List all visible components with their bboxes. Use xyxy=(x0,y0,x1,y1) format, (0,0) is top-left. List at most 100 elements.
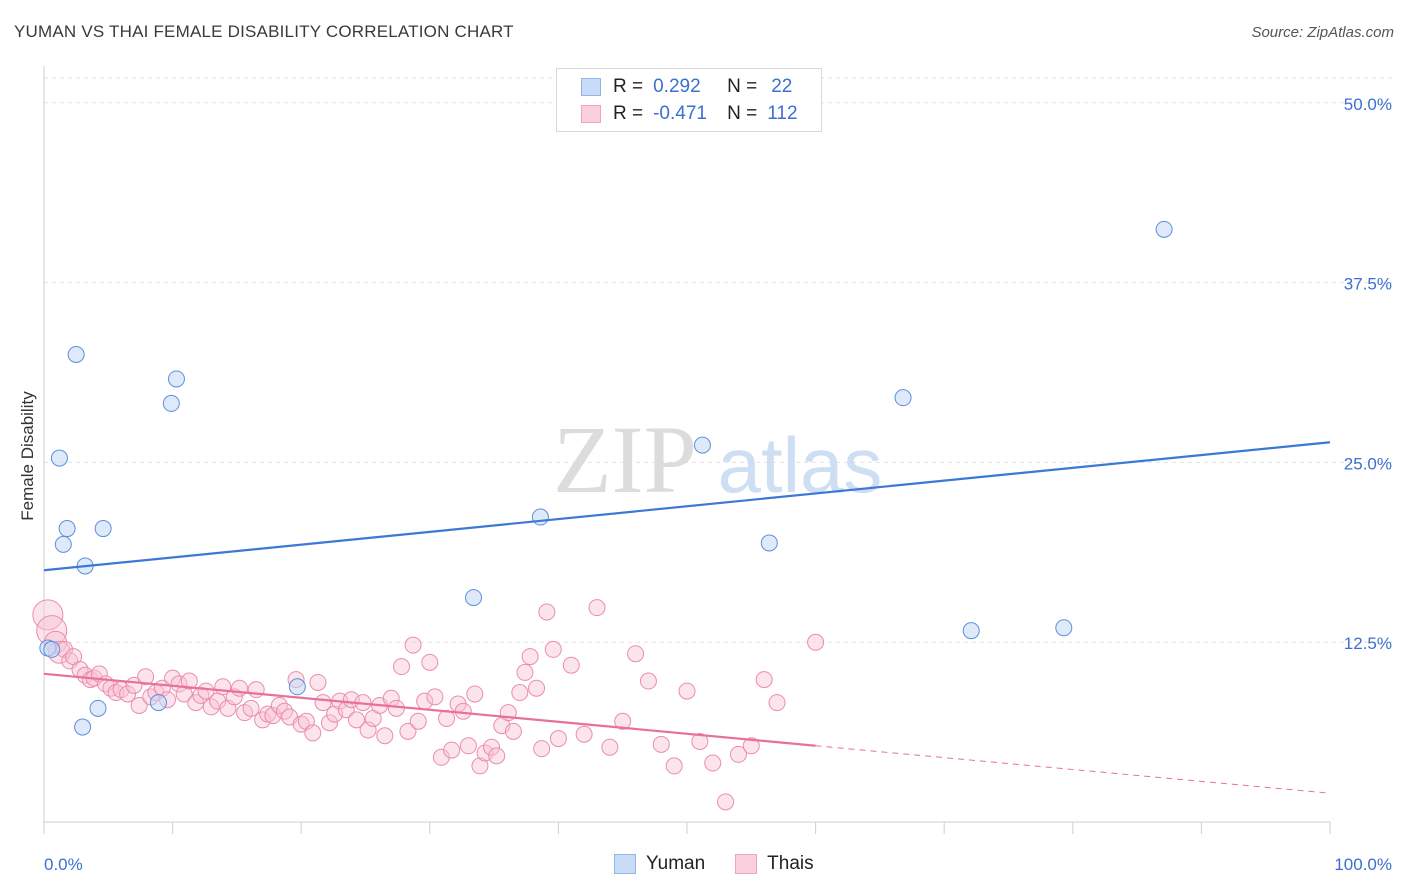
thais-point xyxy=(409,712,427,730)
trend-line-thais xyxy=(815,745,1331,794)
trend-lines xyxy=(43,441,1331,794)
thais-point xyxy=(652,735,670,753)
r-label: R = xyxy=(613,76,644,97)
yuman-point xyxy=(1055,619,1073,637)
thais-point xyxy=(678,682,696,700)
trend-line-thais xyxy=(43,672,816,747)
legend-label-thais: Thais xyxy=(767,853,814,874)
thais-point xyxy=(575,725,593,743)
thais-point xyxy=(562,656,580,674)
thais-point xyxy=(742,737,760,755)
thais-point xyxy=(230,679,248,697)
yuman-point xyxy=(54,535,72,553)
thais-point xyxy=(549,730,567,748)
thais-point xyxy=(483,738,501,756)
yuman-point xyxy=(58,520,76,538)
thais-point xyxy=(504,722,522,740)
thais-point xyxy=(376,727,394,745)
thais-point xyxy=(304,724,322,742)
thais-point xyxy=(471,757,489,775)
yuman-point xyxy=(50,449,68,467)
thais-point xyxy=(755,671,773,689)
thais-point xyxy=(639,672,657,690)
thais-point xyxy=(247,681,265,699)
x-tick-label-min: 0.0% xyxy=(44,855,83,874)
yuman-point xyxy=(693,436,711,454)
yuman-point xyxy=(67,346,85,363)
yuman-point xyxy=(760,534,778,552)
thais-point xyxy=(443,741,461,759)
series-legend: Yuman Thais xyxy=(614,852,844,876)
thais-point xyxy=(717,793,735,811)
legend-row-yuman: R = 0.292 N = 22 xyxy=(581,75,792,99)
thais-point xyxy=(130,696,148,714)
yuman-point xyxy=(531,508,549,526)
thais-point xyxy=(202,698,220,716)
y-tick-label: 25.0% xyxy=(1344,454,1392,473)
thais-point xyxy=(516,663,534,681)
r-value-yuman: 0.292 xyxy=(653,76,701,97)
yuman-point xyxy=(89,699,107,717)
thais-point xyxy=(309,673,327,691)
n-label: N = xyxy=(727,103,758,124)
thais-point xyxy=(32,599,64,631)
thais-point xyxy=(528,679,546,697)
thais-point xyxy=(387,699,405,717)
thais-point xyxy=(242,699,260,717)
thais-point xyxy=(538,603,556,621)
thais-point xyxy=(119,685,137,703)
thais-point xyxy=(544,640,562,658)
yuman-point xyxy=(465,589,483,607)
thais-point xyxy=(601,738,619,756)
thais-point xyxy=(292,715,310,733)
source-label: Source: ZipAtlas.com xyxy=(1251,24,1394,41)
legend-swatch-thais xyxy=(735,854,758,874)
thais-point xyxy=(426,688,444,706)
yuman-point xyxy=(288,678,306,696)
grid-lines xyxy=(44,77,1392,643)
legend-item-thais: Thais xyxy=(735,853,814,875)
thais-point xyxy=(137,668,155,686)
thais-point xyxy=(320,714,338,732)
thais-point xyxy=(807,633,825,651)
correlation-legend: R = 0.292 N = 22 R = -0.471 N = 112 xyxy=(556,68,822,132)
thais-point xyxy=(768,694,786,712)
yuman-point xyxy=(167,370,185,388)
thais-point xyxy=(511,684,529,702)
yuman-point xyxy=(74,718,92,736)
legend-row-thais: R = -0.471 N = 112 xyxy=(581,102,798,126)
legend-swatch-thais xyxy=(581,105,601,123)
thais-point xyxy=(421,653,439,671)
thais-point xyxy=(393,658,411,676)
thais-point xyxy=(197,682,215,700)
thais-point xyxy=(614,712,632,730)
trend-line-yuman xyxy=(43,441,1331,572)
thais-point xyxy=(170,675,188,693)
yuman-point xyxy=(162,394,180,412)
r-value-thais: -0.471 xyxy=(653,103,707,124)
tick-labels: 12.5% 25.0% 37.5% 50.0% 0.0% 100.0% xyxy=(44,95,1392,874)
y-tick-label: 37.5% xyxy=(1344,275,1392,294)
yuman-point xyxy=(1155,220,1173,238)
y-tick-label: 50.0% xyxy=(1344,95,1392,114)
thais-point xyxy=(404,636,422,654)
thais-point xyxy=(488,747,506,765)
thais-point xyxy=(454,702,472,720)
thais-point xyxy=(665,757,683,775)
thais-point xyxy=(521,648,539,666)
legend-label-yuman: Yuman xyxy=(646,853,706,874)
thais-point xyxy=(627,645,645,663)
legend-swatch-yuman xyxy=(614,854,636,874)
yuman-point xyxy=(962,622,980,640)
watermark-zip: ZIP xyxy=(553,406,697,513)
axes xyxy=(43,66,1331,834)
thais-point xyxy=(459,737,477,755)
n-value-thais: 112 xyxy=(767,103,798,124)
legend-swatch-yuman xyxy=(581,78,601,96)
thais-point xyxy=(347,711,365,729)
thais-point xyxy=(466,685,484,703)
x-tick-label-max: 100.0% xyxy=(1334,855,1392,874)
n-value-yuman: 22 xyxy=(771,76,793,97)
thais-point xyxy=(180,672,198,690)
